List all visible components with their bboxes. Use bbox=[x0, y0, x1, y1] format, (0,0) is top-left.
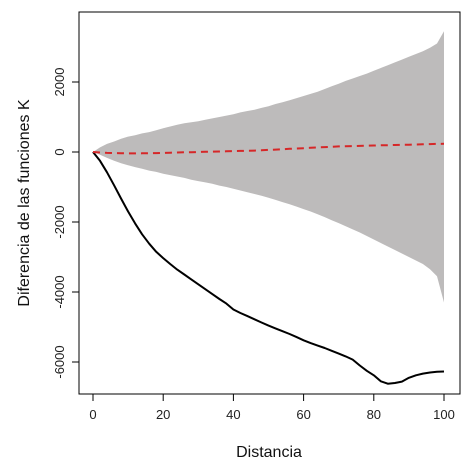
x-tick-label: 100 bbox=[433, 407, 455, 422]
x-tick-label: 60 bbox=[296, 407, 310, 422]
y-tick-label: -2000 bbox=[52, 205, 67, 238]
x-tick-label: 0 bbox=[89, 407, 96, 422]
x-tick-label: 20 bbox=[156, 407, 170, 422]
y-tick-label: 0 bbox=[52, 148, 67, 155]
y-axis: -6000 -4000 -2000 0 2000 bbox=[52, 68, 79, 379]
observed-line bbox=[92, 151, 445, 385]
x-tick-label: 80 bbox=[367, 407, 381, 422]
plot-area bbox=[92, 31, 445, 385]
y-axis-title: Diferencia de las funciones K bbox=[16, 99, 33, 307]
plot-frame bbox=[78, 11, 461, 395]
x-tick-label: 40 bbox=[226, 407, 240, 422]
y-tick-label: 2000 bbox=[52, 68, 67, 97]
expected-line bbox=[92, 142, 445, 155]
x-axis: 0 20 40 60 80 100 bbox=[89, 394, 455, 422]
y-tick-label: -4000 bbox=[52, 275, 67, 308]
y-tick-label: -6000 bbox=[52, 345, 67, 378]
envelope-band bbox=[93, 31, 444, 303]
x-axis-title: Distancia bbox=[236, 444, 302, 461]
